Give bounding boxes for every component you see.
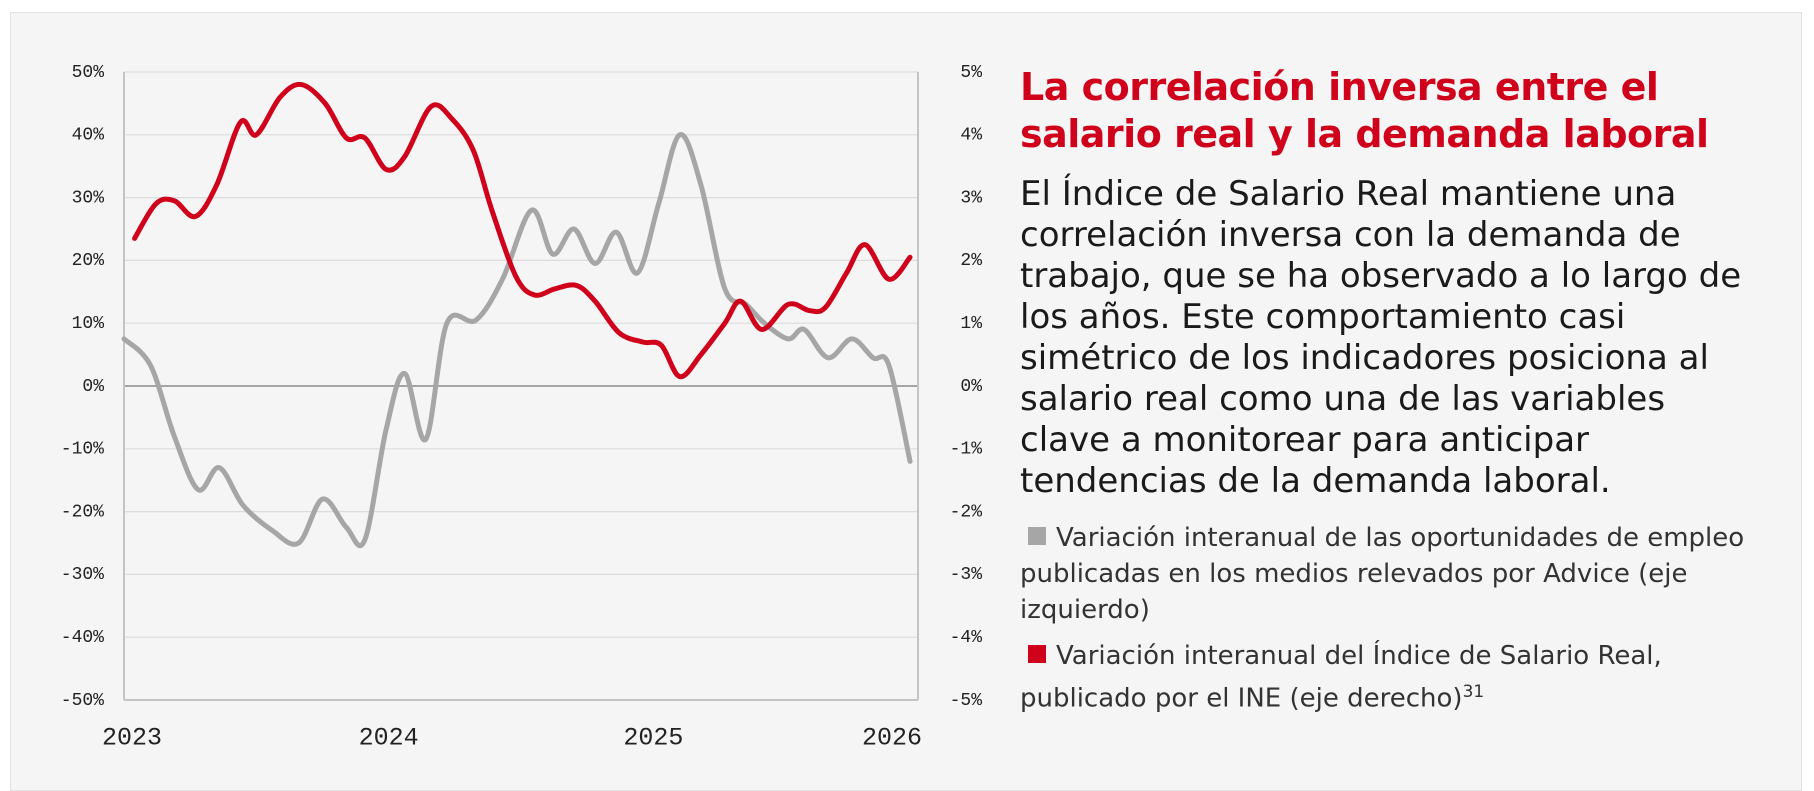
y-tick-label: 50% xyxy=(72,63,105,83)
y2-tick-label: -2% xyxy=(950,502,983,522)
card xyxy=(10,12,1802,791)
x-tick-label: 2025 xyxy=(623,724,683,753)
y-tick-label: -30% xyxy=(61,565,104,585)
y2-tick-label: 4% xyxy=(960,126,982,146)
y-tick-label: 30% xyxy=(72,188,105,208)
y-tick-label: -40% xyxy=(61,628,104,648)
y2-tick-label: -5% xyxy=(950,691,983,711)
chart-title: La correlación inversa entre el salario … xyxy=(1020,65,1709,156)
y2-tick-label: 1% xyxy=(960,314,982,334)
legend-swatch xyxy=(1028,645,1046,663)
y-tick-label: -10% xyxy=(61,440,104,460)
legend: Variación interanual de las oportunidade… xyxy=(1020,520,1760,717)
y-tick-label: 10% xyxy=(72,314,105,334)
legend-entry: Variación interanual del Índice de Salar… xyxy=(1020,638,1760,717)
text-panel: La correlación inversa entre el salario … xyxy=(1020,64,1760,727)
series-line xyxy=(121,132,913,549)
y2-tick-label: -3% xyxy=(950,565,983,585)
description: El Índice de Salario Real mantiene una c… xyxy=(1020,174,1742,501)
y2-tick-label: 3% xyxy=(960,188,982,208)
x-tick-label: 2024 xyxy=(359,724,419,753)
legend-label: Variación interanual del Índice de Salar… xyxy=(1020,641,1662,714)
series-line xyxy=(132,81,913,380)
chart: -50% -40% -30% -20% -10% 0% 10% 20% 30% 40% 50% -5%… xyxy=(61,63,983,753)
y-tick-label: 20% xyxy=(72,251,105,271)
x-tick-label: 2026 xyxy=(862,724,922,753)
y2-tick-label: 0% xyxy=(960,377,982,397)
footnote-ref: 31 xyxy=(1462,682,1485,702)
x-tick-label: 2023 xyxy=(102,724,162,753)
y2-tick-label: -1% xyxy=(950,440,983,460)
y2-tick-label: 5% xyxy=(960,63,982,83)
legend-swatch xyxy=(1028,527,1046,545)
y2-tick-label: 2% xyxy=(960,251,982,271)
y-tick-label: -50% xyxy=(61,691,104,711)
legend-label: Variación interanual de las oportunidade… xyxy=(1020,523,1745,625)
y-tick-label: -20% xyxy=(61,502,104,522)
legend-entry: Variación interanual de las oportunidade… xyxy=(1020,520,1760,628)
y-tick-label: 0% xyxy=(82,377,104,397)
y2-tick-label: -4% xyxy=(950,628,983,648)
y-tick-label: 40% xyxy=(72,126,105,146)
